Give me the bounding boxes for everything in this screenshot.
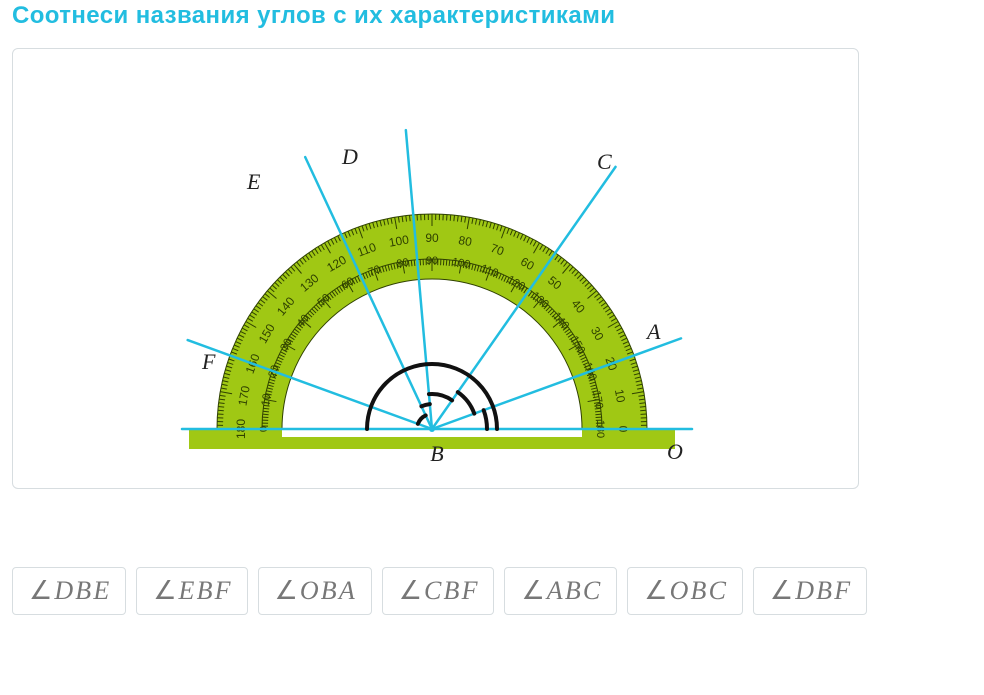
svg-text:F: F [201,349,216,374]
svg-text:A: A [645,319,661,344]
angle-option-DBE[interactable]: ∠D B E [12,567,126,615]
svg-text:O: O [667,439,683,464]
page-title: Соотнеси названия углов с их характерист… [12,0,972,48]
protractor-figure: 0180101702016030150401405013060120701108… [12,48,859,489]
svg-text:D: D [341,144,358,169]
answer-options: ∠D B E∠E B F∠O B A∠C B F∠A B C∠O B C∠D B… [12,567,972,615]
svg-text:C: C [597,149,612,174]
svg-text:90: 90 [425,231,439,245]
svg-text:80: 80 [396,256,410,270]
svg-text:B: B [430,441,443,466]
svg-text:80: 80 [457,233,473,249]
angle-option-ABC[interactable]: ∠A B C [504,567,617,615]
svg-text:90: 90 [426,255,438,267]
angle-option-DBF[interactable]: ∠D B F [753,567,867,615]
svg-text:10: 10 [612,388,628,404]
protractor-svg: 0180101702016030150401405013060120701108… [13,49,859,489]
angle-option-EBF[interactable]: ∠E B F [136,567,247,615]
svg-text:E: E [246,169,261,194]
angle-option-OBA[interactable]: ∠O B A [258,567,372,615]
angle-option-CBF[interactable]: ∠C B F [382,567,495,615]
svg-text:10: 10 [259,393,273,407]
angle-option-OBC[interactable]: ∠O B C [627,567,743,615]
